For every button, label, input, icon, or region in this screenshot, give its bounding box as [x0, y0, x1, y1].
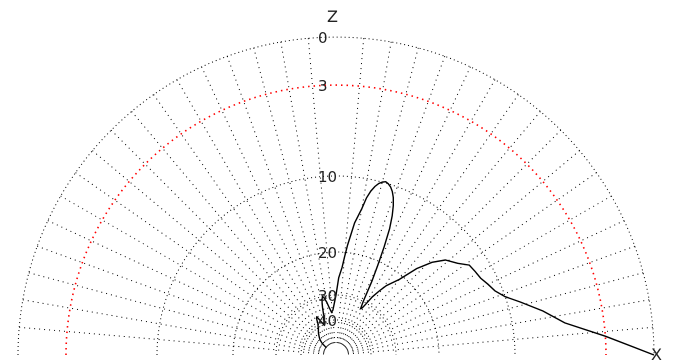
- grid-spoke: [343, 111, 541, 347]
- grid-ring: [275, 294, 397, 356]
- radial-tick-label: 10: [318, 168, 337, 186]
- grid-spoke: [339, 56, 446, 344]
- x-axis-label: X: [651, 345, 662, 364]
- grid-spoke: [75, 172, 327, 349]
- grid-spoke: [226, 56, 333, 344]
- grid-spoke: [338, 47, 419, 344]
- radial-tick-label: 3: [318, 77, 328, 95]
- grid-spoke: [347, 245, 635, 352]
- grid-spoke: [153, 94, 330, 346]
- angular-grid-spokes: [19, 38, 653, 355]
- grid-spoke: [344, 129, 562, 347]
- grid-spoke: [131, 111, 329, 347]
- grid-spoke: [37, 245, 325, 352]
- grid-spoke: [280, 41, 335, 344]
- grid-spoke: [347, 299, 650, 354]
- grid-spoke: [28, 272, 325, 353]
- grid-spoke: [345, 172, 597, 349]
- grid-spoke: [341, 79, 496, 345]
- grid-spoke: [201, 66, 332, 345]
- radial-tick-label: 0: [318, 29, 328, 47]
- grid-spoke: [253, 47, 334, 344]
- grid-spoke: [337, 41, 392, 344]
- grid-spoke: [19, 326, 325, 355]
- grid-spoke: [344, 150, 580, 348]
- z-axis-label: Z: [327, 7, 338, 26]
- grid-ring: [65, 84, 607, 356]
- grid-spoke: [307, 38, 336, 344]
- grid-ring: [232, 251, 440, 356]
- radial-grid-rings: [17, 36, 655, 356]
- grid-spoke: [347, 326, 653, 355]
- grid-ring: [17, 36, 655, 356]
- grid-spoke: [110, 129, 328, 347]
- grid-spoke: [22, 299, 325, 354]
- radial-tick-label: 40: [318, 312, 337, 330]
- grid-spoke: [340, 66, 471, 345]
- grid-spoke: [60, 195, 326, 350]
- radiation-pattern-curve: [315, 180, 655, 356]
- grid-spoke: [346, 195, 612, 350]
- grid-spoke: [92, 150, 328, 348]
- radial-tick-label: 30: [318, 287, 337, 305]
- grid-spoke: [47, 220, 326, 351]
- grid-spoke: [342, 94, 519, 346]
- radial-tick-labels: 0 3 10 20 30 40: [318, 29, 337, 330]
- radial-tick-label: 20: [318, 244, 337, 262]
- grid-spoke: [346, 220, 625, 351]
- grid-spoke: [336, 38, 365, 344]
- grid-spoke: [176, 79, 331, 345]
- grid-spoke: [347, 272, 644, 353]
